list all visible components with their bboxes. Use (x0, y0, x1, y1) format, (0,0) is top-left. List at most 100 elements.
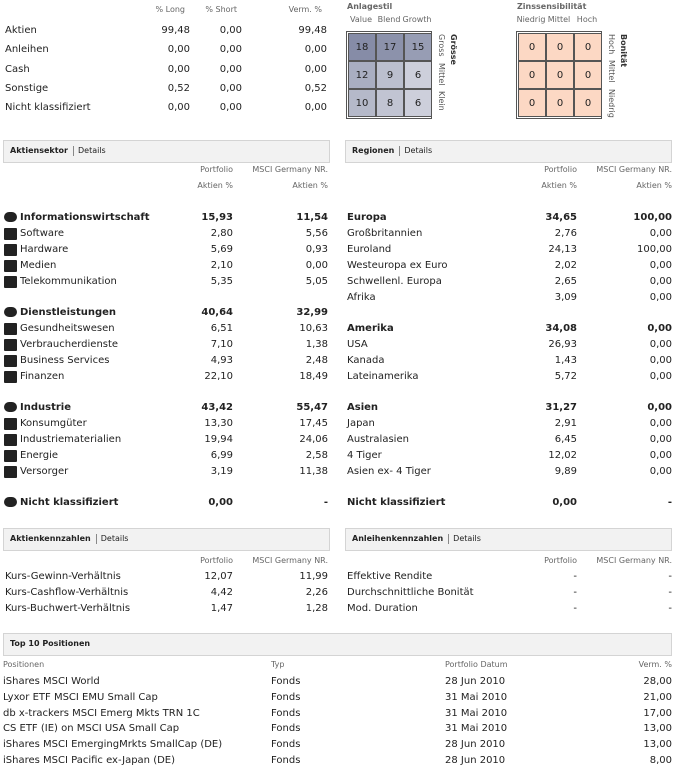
section-bar (345, 528, 672, 551)
group-name: Asien (347, 402, 379, 413)
group-value: 31,27 (545, 402, 577, 413)
item-name: Telekommunikation (20, 276, 117, 287)
details-link[interactable]: Details (404, 146, 433, 155)
item-value: 3,09 (554, 292, 577, 303)
column-header: Aktien % (292, 181, 328, 190)
item-value: 0,00 (649, 339, 672, 350)
box-cell: 0 (574, 89, 602, 117)
alloc-label: Cash (5, 63, 30, 75)
item-value: 24,06 (299, 434, 328, 445)
ratio-value: - (668, 587, 672, 598)
item-icon (4, 371, 17, 383)
position-cell: 13,00 (643, 723, 672, 735)
item-name: Hardware (20, 244, 69, 255)
section-title: Aktienkennzahlen (10, 534, 91, 543)
position-cell: Fonds (271, 739, 301, 751)
item-icon (4, 244, 17, 256)
alloc-value: 0,00 (304, 63, 327, 75)
box-title: Anlagestil (347, 2, 393, 11)
item-icon (4, 450, 17, 462)
item-icon (4, 260, 17, 272)
box-cell: 0 (546, 33, 574, 61)
position-cell: Fonds (271, 755, 301, 766)
column-header: Typ (271, 660, 285, 669)
column-header: Verm. % (638, 660, 672, 669)
position-cell: 31 Mai 2010 (445, 707, 508, 719)
item-value: 0,00 (649, 450, 672, 461)
group-name: Nicht klassifiziert (347, 497, 446, 508)
item-name: Westeuropa ex Euro (347, 260, 448, 271)
item-name: Asien ex- 4 Tiger (347, 466, 431, 477)
alloc-label: Sonstige (5, 82, 49, 94)
group-value: 0,00 (208, 497, 233, 508)
details-link[interactable]: Details (77, 146, 106, 155)
box-col-label: Mittel (547, 15, 571, 24)
item-value: 0,00 (649, 371, 672, 382)
position-cell: Fonds (271, 691, 301, 703)
box-side-title: Bonität (619, 34, 628, 68)
group-value: 32,99 (296, 307, 328, 318)
group-icon (4, 402, 17, 412)
alloc-header: % Short (205, 5, 237, 14)
item-icon (4, 228, 17, 240)
item-icon (4, 323, 17, 335)
item-value: 6,45 (554, 434, 577, 445)
item-name: Japan (347, 418, 375, 429)
position-name: db x-trackers MSCI Emerg Mkts TRN 1C (3, 707, 200, 719)
group-name: Dienstleistungen (20, 307, 117, 318)
ratio-value: - (668, 571, 672, 582)
section-bar (3, 140, 330, 163)
item-value: 17,45 (299, 418, 328, 429)
item-name: Großbritannien (347, 228, 423, 239)
item-value: 0,00 (649, 292, 672, 303)
details-link[interactable]: Details (100, 534, 129, 543)
separator (95, 534, 97, 544)
alloc-value: 0,00 (219, 25, 242, 36)
item-value: 0,00 (649, 276, 672, 287)
ratio-value: - (573, 571, 577, 582)
group-icon (4, 212, 17, 222)
ratio-label: Kurs-Gewinn-Verhältnis (5, 571, 121, 582)
ratio-label: Durchschnittliche Bonität (347, 587, 474, 598)
item-icon (4, 276, 17, 288)
ratio-label: Mod. Duration (347, 603, 418, 614)
details-link[interactable]: Details (453, 534, 481, 543)
position-cell: 28 Jun 2010 (445, 755, 506, 766)
ratio-value: 12,07 (204, 571, 233, 582)
box-side-label: Niedrig (607, 88, 616, 118)
group-value: 100,00 (633, 212, 672, 223)
item-name: Finanzen (20, 371, 65, 382)
column-header: Aktien % (636, 181, 672, 190)
item-value: 2,80 (210, 228, 233, 239)
item-name: 4 Tiger (347, 450, 382, 461)
item-value: 2,91 (554, 418, 577, 429)
position-name: CS ETF (IE) on MSCI USA Small Cap (3, 723, 180, 735)
item-value: 0,00 (649, 466, 672, 477)
section-title: Top 10 Positionen (10, 639, 91, 648)
position-name: iShares MSCI Pacific ex-Japan (DE) (3, 755, 176, 766)
box-cell: 0 (546, 61, 574, 89)
item-value: 2,76 (554, 228, 577, 239)
item-icon (4, 418, 17, 430)
group-value: 34,08 (545, 323, 577, 334)
item-name: Versorger (20, 466, 69, 477)
position-cell: Fonds (271, 723, 301, 735)
ratio-value: 2,26 (305, 587, 328, 598)
separator (448, 534, 450, 544)
alloc-value: 0,00 (304, 44, 327, 56)
item-value: 2,10 (210, 260, 233, 271)
item-value: 0,00 (649, 355, 672, 366)
item-icon (4, 466, 17, 478)
box-cell: 0 (574, 33, 602, 61)
position-cell: Fonds (271, 676, 301, 687)
item-value: 0,00 (649, 418, 672, 429)
group-value: 0,00 (552, 497, 577, 508)
item-value: 6,51 (210, 323, 233, 334)
item-value: 24,13 (548, 244, 577, 255)
item-name: Business Services (20, 355, 110, 366)
item-value: 5,05 (305, 276, 328, 287)
item-name: Medien (20, 260, 57, 271)
column-header: MSCI Germany NR. (252, 556, 328, 565)
position-name: Lyxor ETF MSCI EMU Small Cap (3, 691, 158, 703)
item-value: 1,43 (554, 355, 577, 366)
